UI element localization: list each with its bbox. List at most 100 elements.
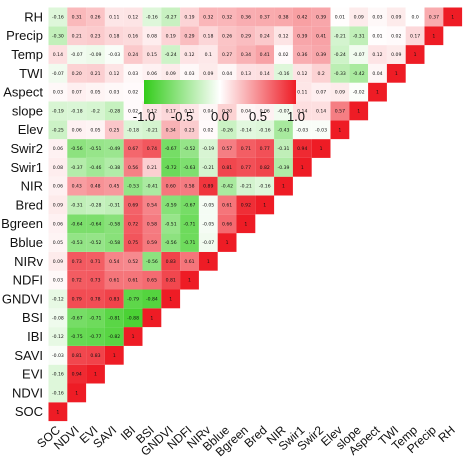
cell-value-Elev-EVI: 0.05 [90, 127, 100, 133]
heatmap-cell-Temp-SOC [48, 45, 68, 64]
cell-value-Aspect-slope: -0.02 [353, 90, 365, 96]
cell-value-TWI-Swir2: 0.2 [317, 71, 324, 77]
heatmap-cell-TWI-NIRv [198, 63, 218, 83]
cell-value-RH-Bred: 0.37 [260, 15, 270, 21]
cell-value-Precip-SOC: -0.30 [52, 33, 64, 39]
cell-value-SAVI-SOC: -0.03 [52, 353, 64, 359]
heatmap-cell-Precip-NDVI [67, 26, 87, 46]
heatmap-cell-NDFI-NDVI [67, 270, 87, 290]
heatmap-cell-NIRv-GNDVI [161, 251, 181, 271]
heatmap-cell-Bgreen-IBI [123, 214, 143, 234]
cell-value-RH-Bgreen: 0.36 [241, 15, 251, 21]
cell-value-Swir1-NDFI: -0.63 [184, 165, 196, 171]
heatmap-cell-Temp-IBI [123, 45, 143, 64]
heatmap-cell-TWI-SAVI [104, 63, 124, 83]
heatmap-cell-RH-Bgreen [236, 7, 256, 27]
heatmap-cell-RH-Aspect [368, 7, 387, 27]
cell-value-RH-SAVI: 0.11 [109, 15, 119, 21]
cell-value-Precip-Swir2: 0.41 [316, 33, 326, 39]
y-label-Precip: Precip [6, 28, 43, 43]
heatmap-cell-Precip-NIRv [198, 26, 218, 46]
heatmap-cell-SAVI-NDVI [67, 345, 87, 365]
cell-value-Swir2-NIRv: -0.19 [202, 146, 214, 152]
heatmap-cell-RH-Swir2 [311, 7, 331, 27]
cell-value-NIR-NDVI: 0.43 [72, 184, 82, 190]
cell-value-Precip-Temp: 0.17 [410, 33, 420, 39]
cell-value-NDVI-NDVI: 1 [75, 391, 78, 397]
heatmap-cell-slope-slope [349, 101, 369, 121]
x-label-RH: RH [435, 423, 457, 445]
heatmap-cell-slope-IBI [123, 101, 143, 121]
cell-value-TWI-NIR: -0.16 [278, 71, 290, 77]
cell-value-RH-NDVI: 0.31 [72, 15, 82, 21]
heatmap-cell-Elev-SAVI [104, 120, 124, 140]
heatmap-cell-Precip-NIR [274, 26, 293, 46]
heatmap-cell-slope-SOC [48, 101, 68, 121]
cell-value-Precip-NDVI: 0.21 [72, 33, 82, 39]
heatmap-cell-slope-Elev [330, 101, 350, 121]
heatmap-cell-Swir2-Bblue [217, 139, 237, 158]
cell-value-NDFI-NDVI: 0.72 [72, 278, 82, 284]
heatmap-cell-Swir1-GNDVI [161, 157, 181, 177]
cell-value-Precip-Bgreen: 0.29 [241, 33, 251, 39]
heatmap-cell-Aspect-NDVI [67, 82, 87, 102]
heatmap-cell-slope-Swir2 [311, 101, 331, 121]
cell-value-NDFI-BSI: 0.65 [147, 278, 157, 284]
cell-value-Precip-Elev: -0.21 [334, 33, 346, 39]
cell-value-Temp-TWI: 0.09 [391, 52, 401, 58]
heatmap-cell-Bred-EVI [86, 195, 105, 215]
cell-value-NIR-NIR: 1 [282, 184, 285, 190]
cell-value-Precip-NIRv: 0.18 [203, 33, 213, 39]
cell-value-Swir1-NIR: -0.39 [278, 165, 290, 171]
cell-value-slope-Bgreen: 0.04 [241, 109, 251, 115]
cell-value-TWI-Bred: 0.14 [260, 71, 270, 77]
cell-value-TWI-BSI: 0.06 [147, 71, 157, 77]
cell-value-Bred-NDFI: -0.67 [184, 203, 196, 209]
cell-value-Precip-NIR: 0.12 [278, 33, 288, 39]
heatmap-cell-Swir1-NDFI [180, 157, 199, 177]
heatmap-cell-RH-NDFI [180, 7, 199, 27]
cell-value-Swir2-Swir1: 0.94 [297, 146, 307, 152]
heatmap-cell-TWI-SOC [48, 63, 68, 83]
cell-value-BSI-EVI: -0.71 [90, 315, 102, 321]
heatmap-cell-NIR-NDFI [180, 176, 199, 196]
heatmap-cell-IBI-IBI [123, 327, 143, 346]
cell-value-TWI-Bblue: 0.04 [222, 71, 232, 77]
cell-value-Bgreen-SAVI: -0.58 [108, 221, 120, 227]
legend-tick-3: 0.5 [249, 109, 267, 124]
heatmap-cell-slope-SAVI [104, 101, 124, 121]
heatmap-cell-Temp-Bgreen [236, 45, 256, 64]
cell-value-Swir1-NDVI: -0.37 [71, 165, 83, 171]
heatmap-cell-Temp-BSI [142, 45, 162, 64]
heatmap-cell-Elev-Elev [330, 120, 350, 140]
cell-value-Aspect-Elev: 0.09 [335, 90, 345, 96]
heatmap-cell-TWI-slope [349, 63, 369, 83]
heatmap-cell-Bgreen-SOC [48, 214, 68, 234]
y-label-Temp: Temp [11, 47, 43, 62]
heatmap-cell-Bred-BSI [142, 195, 162, 215]
cell-value-GNDVI-IBI: -0.79 [127, 297, 139, 303]
heatmap-cell-Elev-Bred [255, 120, 275, 140]
cell-value-Bblue-NIRv: -0.07 [202, 240, 214, 246]
heatmap-cell-Swir1-Bblue [217, 157, 237, 177]
cell-value-Temp-GNDVI: -0.24 [165, 52, 177, 58]
heatmap-cell-Elev-NIRv [198, 120, 218, 140]
heatmap-cell-GNDVI-SOC [48, 289, 68, 309]
cell-value-Aspect-Swir2: 0.07 [316, 90, 326, 96]
heatmap-cell-EVI-NDVI [67, 364, 87, 384]
cell-value-SAVI-EVI: 0.83 [90, 353, 100, 359]
heatmap-cell-slope-BSI [142, 101, 162, 121]
cell-value-Bblue-GNDVI: -0.56 [165, 240, 177, 246]
cell-value-IBI-SAVI: -0.82 [108, 334, 120, 340]
heatmap-cell-RH-Bred [255, 7, 275, 27]
heatmap-cell-Swir1-EVI [86, 157, 105, 177]
cell-value-slope-NDFI: 0.11 [184, 109, 194, 115]
cell-value-Bblue-Bblue: 1 [226, 240, 229, 246]
cell-value-slope-Swir2: 0.14 [316, 109, 326, 115]
heatmap-cell-slope-NIR [274, 101, 293, 121]
heatmap-cell-RH-RH [443, 7, 463, 27]
cell-value-NIR-SAVI: 0.45 [109, 184, 119, 190]
cell-value-Bred-Bblue: 0.61 [222, 203, 232, 209]
cell-value-RH-Precip: 0.37 [429, 15, 439, 21]
heatmap-cell-NIR-NIR [274, 176, 293, 196]
